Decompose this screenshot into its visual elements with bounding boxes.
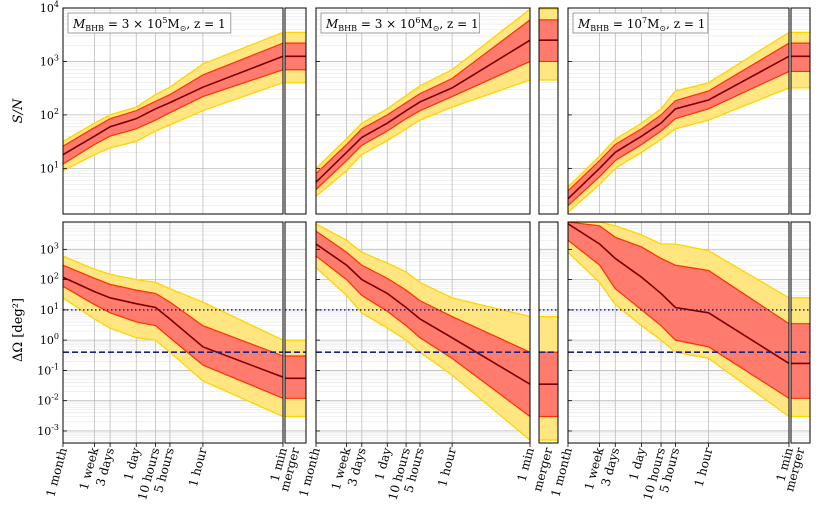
sn-subplot: 101 102 103 104 MBHB = 3 × 105M⊙, z = 1 [40,0,307,215]
series-group [316,8,530,197]
outer-band-upper-edge [63,255,283,341]
x-tick-label: 1 hour [692,446,716,488]
outer-band-upper-edge [316,8,530,169]
y-tick-label: 10-3 [37,423,59,438]
outer-band-lower-edge [316,79,530,197]
sn-axes-frame [62,7,284,215]
inner-band-lower-edge [568,239,789,399]
x-tick-label: 1 day [626,446,648,482]
outer-band-upper-edge [568,222,789,299]
sn-axes-frame [567,7,790,215]
median-line [316,39,530,183]
domega-axes-frame [62,221,284,444]
y-tick-label: 102 [40,107,59,122]
domega-axes-frame [567,221,790,444]
y-axis-label-sn: S/N [11,98,26,123]
domega-subplot [567,221,811,444]
outer-band-lower-edge [63,82,283,172]
panel-title: MBHB = 107M⊙, z = 1 [577,16,705,33]
sn-subplot: MBHB = 3 × 106M⊙, z = 1 [315,7,559,215]
domega-subplot: 10-3 10-2 10-1 100 101 102 103 [37,221,307,444]
inner-band-upper-edge [316,230,530,353]
inner-band-lower-edge [316,255,530,417]
panel-title-box [67,12,232,34]
x-tick-label: 1 month [43,446,70,499]
outer-band-lower-edge [568,87,789,213]
inner-band-lower-edge [568,70,789,207]
domega-merger-frame [284,221,307,444]
sn-subplot: MBHB = 107M⊙, z = 1 [567,7,811,215]
domega-merger-frame [538,221,559,444]
panel-title: MBHB = 3 × 105M⊙, z = 1 [72,16,226,33]
y-tick-label: 10-1 [37,362,59,377]
domega-axes-frame [315,221,531,444]
merger-inner-band [791,323,810,399]
sn-axes-frame [315,7,531,215]
median-line [568,223,789,365]
panel-title: MBHB = 3 × 106M⊙, z = 1 [325,16,479,33]
outer-band-upper-edge [316,223,530,318]
series-group [316,223,530,441]
outer-band-lower-edge [316,267,530,441]
inner-band [316,19,530,190]
y-axis-label-domega: ΔΩ [deg²] [11,298,26,362]
y-tick-label: 101 [40,160,59,175]
series-group [63,255,283,418]
median-line [568,55,789,200]
median-line [316,243,530,385]
domega-subplot [315,221,559,444]
inner-band-lower-edge [63,285,283,399]
merger-inner-band [791,43,810,72]
y-tick-label: 101 [40,302,59,317]
series-group [568,222,789,418]
inner-band-upper-edge [568,42,789,192]
sn-merger-frame [790,7,811,215]
outer-band-upper-edge [568,31,789,188]
inner-band [568,43,789,206]
y-tick-label: 103 [40,241,59,256]
y-tick-label: 100 [40,332,59,347]
sn-merger-frame [538,7,559,215]
inner-band [568,222,789,399]
series-group [568,31,789,213]
inner-band-upper-edge [568,222,789,325]
inner-band [63,265,283,399]
y-tick-label: 103 [40,53,59,68]
inner-band-lower-edge [63,69,283,165]
series-group [63,31,283,172]
sn-merger-frame [284,7,307,215]
outer-band-lower-edge [63,297,283,418]
median-line [63,276,283,378]
median-line [63,55,283,156]
inner-band-upper-edge [316,19,530,174]
panel-title-box [320,12,480,34]
inner-band [316,231,530,417]
inner-band-upper-edge [63,42,283,147]
panel-title-box [572,12,709,34]
outer-band-upper-edge [63,31,283,142]
domega-merger-frame [790,221,811,444]
x-tick-label: 1 hour [435,446,459,488]
y-tick-label: 102 [40,272,59,287]
inner-band-upper-edge [63,264,283,357]
inner-band-lower-edge [316,60,530,191]
outer-band-lower-edge [568,251,789,418]
y-tick-label: 104 [40,0,59,15]
y-tick-label: 10-2 [37,393,59,408]
merger-inner-band [285,355,306,399]
x-tick-label: 1 hour [186,446,210,488]
